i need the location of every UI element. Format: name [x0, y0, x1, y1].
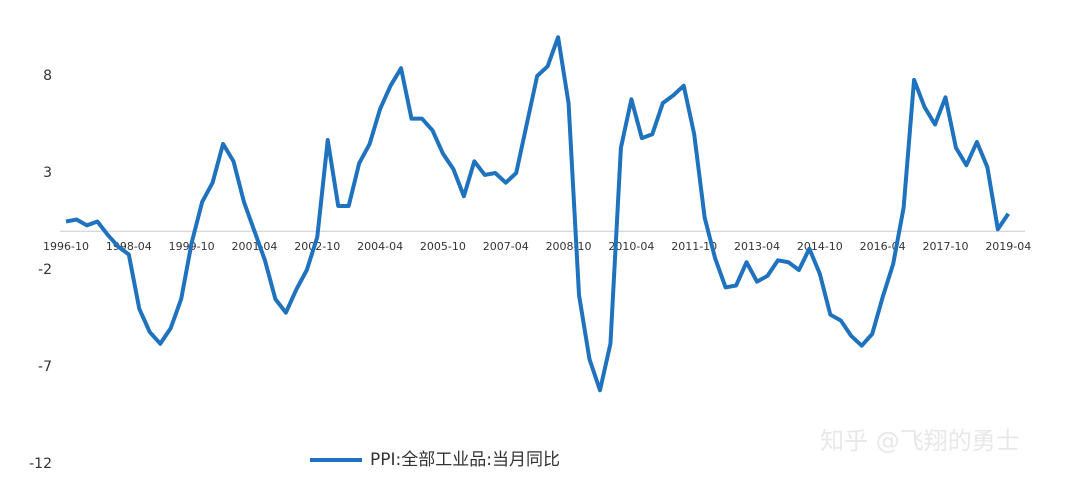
x-tick-label: 2004-04: [357, 240, 403, 253]
y-tick-label: 3: [43, 165, 52, 181]
y-tick-label: 8: [43, 68, 52, 84]
x-tick-label: 2005-10: [420, 240, 466, 253]
x-tick-label: 2019-04: [985, 240, 1031, 253]
legend-label: PPI:全部工业品:当月同比: [370, 450, 560, 470]
x-tick-label: 1996-10: [43, 240, 89, 253]
x-tick-label: 2002-10: [294, 240, 340, 253]
x-tick-label: 2017-10: [922, 240, 968, 253]
x-tick-label: 2007-04: [483, 240, 529, 253]
x-tick-label: 2010-04: [608, 240, 654, 253]
x-tick-label: 2001-04: [231, 240, 277, 253]
x-tick-label: 2011-10: [671, 240, 717, 253]
y-tick-label: -7: [38, 359, 52, 375]
watermark: 知乎 @飞翔的勇士: [820, 427, 1020, 455]
x-tick-label: 2008-10: [546, 240, 592, 253]
x-tick-label: 2014-10: [797, 240, 843, 253]
y-tick-label: -12: [29, 456, 52, 472]
y-tick-label: -2: [38, 262, 52, 278]
line: [65, 35, 1010, 393]
x-tick-label: 2013-04: [734, 240, 780, 253]
